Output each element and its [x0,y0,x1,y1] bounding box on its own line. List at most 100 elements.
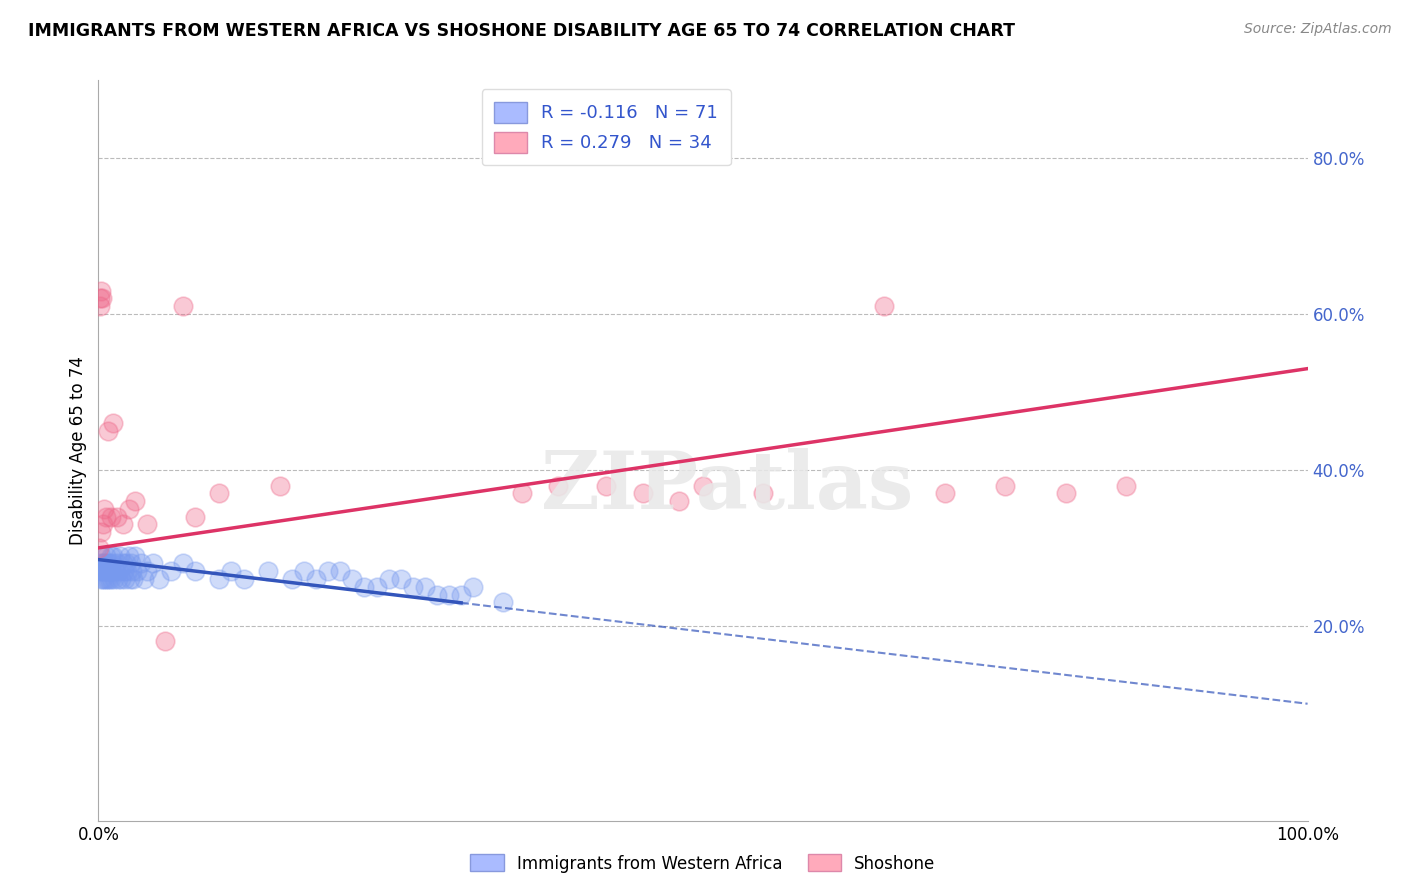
Point [366,580,388,594]
Point [91,517,114,532]
Point [121,564,143,578]
Point [105,557,128,571]
Point [90,284,112,298]
Point [100,572,122,586]
Point [160,564,183,578]
Point [281,572,304,586]
Point [97,424,120,438]
Point [426,588,449,602]
Point [134,572,156,586]
Point [142,557,165,571]
Point [117,564,139,578]
Point [752,486,775,500]
Point [100,549,122,563]
Legend: R = -0.116   N = 71, R = 0.279   N = 34: R = -0.116 N = 71, R = 0.279 N = 34 [482,89,731,165]
Point [135,517,157,532]
Point [221,564,243,578]
Y-axis label: Disability Age 65 to 74: Disability Age 65 to 74 [69,356,87,545]
Point [934,486,956,500]
Point [91,564,114,578]
Point [413,580,436,594]
Point [342,572,364,586]
Point [89,564,111,578]
Point [89,557,111,571]
Point [115,557,138,571]
Point [103,572,125,586]
Point [353,580,375,594]
Point [97,572,120,586]
Point [94,509,117,524]
Point [107,572,129,586]
Point [89,299,111,313]
Point [108,564,131,578]
Point [91,292,114,306]
Point [129,557,152,571]
Point [118,549,141,563]
Point [1115,478,1137,492]
Point [100,557,122,571]
Point [100,509,122,524]
Point [111,517,134,532]
Point [112,564,135,578]
Point [1054,486,1077,500]
Point [547,478,569,492]
Point [89,292,111,306]
Point [153,634,176,648]
Point [96,549,118,563]
Point [101,416,124,430]
Point [124,549,146,563]
Point [172,299,194,313]
Point [94,572,117,586]
Point [101,564,124,578]
Point [98,557,121,571]
Point [510,486,533,500]
Point [329,564,352,578]
Legend: Immigrants from Western Africa, Shoshone: Immigrants from Western Africa, Shoshone [464,847,942,880]
Point [93,502,115,516]
Point [305,572,328,586]
Text: Source: ZipAtlas.com: Source: ZipAtlas.com [1244,22,1392,37]
Point [208,486,231,500]
Point [96,557,118,571]
Point [402,580,425,594]
Point [96,572,118,586]
Point [631,486,654,500]
Point [108,549,131,563]
Point [93,557,115,571]
Point [91,557,114,571]
Point [135,564,157,578]
Point [90,572,112,586]
Point [127,564,149,578]
Point [87,541,110,555]
Point [93,564,115,578]
Point [256,564,278,578]
Point [97,564,120,578]
Point [90,549,112,563]
Point [269,478,291,492]
Point [124,494,146,508]
Text: ZIPatlas: ZIPatlas [541,449,914,526]
Point [172,557,194,571]
Point [184,509,207,524]
Point [668,494,690,508]
Point [208,572,231,586]
Point [101,549,124,563]
Point [492,595,515,609]
Point [105,509,128,524]
Point [111,557,134,571]
Point [118,572,141,586]
Point [114,572,136,586]
Point [184,564,207,578]
Point [316,564,339,578]
Point [110,572,132,586]
Point [232,572,254,586]
Point [463,580,485,594]
Point [873,299,896,313]
Point [450,588,472,602]
Point [122,572,145,586]
Point [94,564,117,578]
Text: IMMIGRANTS FROM WESTERN AFRICA VS SHOSHONE DISABILITY AGE 65 TO 74 CORRELATION C: IMMIGRANTS FROM WESTERN AFRICA VS SHOSHO… [28,22,1015,40]
Point [118,502,141,516]
Point [389,572,412,586]
Point [437,588,460,602]
